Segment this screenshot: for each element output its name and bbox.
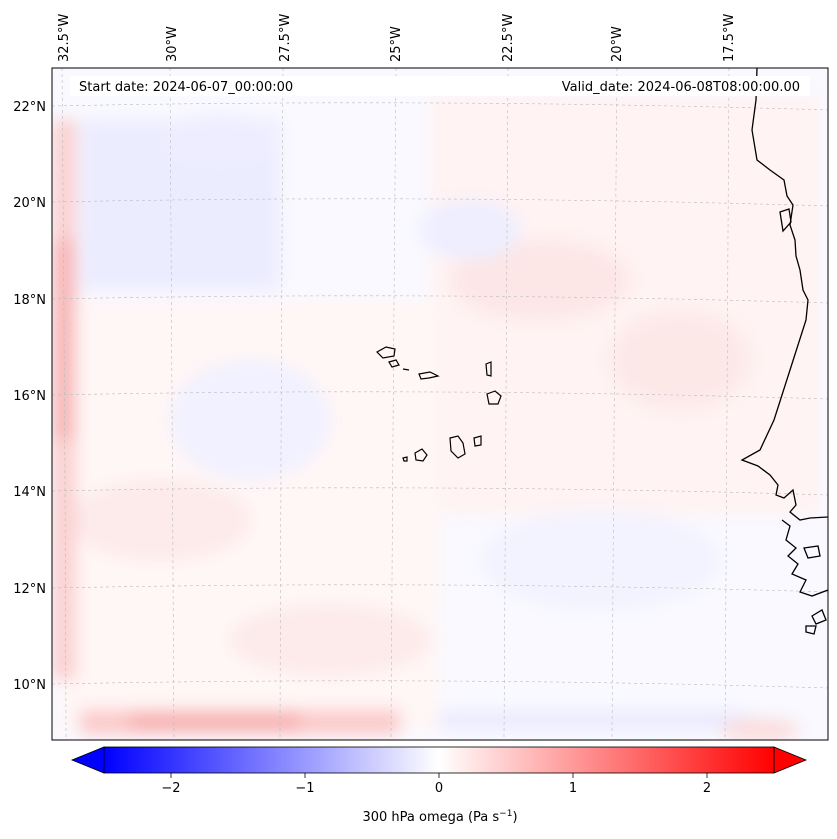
lon-label: 17.5°W [722,14,737,62]
header-box [70,76,810,96]
island-maio [473,435,482,447]
colorbar-extend-low [70,746,105,774]
lat-label: 12°N [13,582,46,597]
colorbar-tick-label: 0 [435,781,443,796]
lon-label: 20°W [610,26,625,62]
colorbar-tick-label: −2 [161,781,180,796]
cape-verde-islands [376,346,502,462]
lat-label: 22°N [13,100,46,115]
colorbar-label: 300 hPa omega (Pa s−1) [362,809,517,825]
colorbar: −2 −1 0 1 2 300 hPa omega (Pa s−1) [70,746,808,825]
africa-coastline [740,68,828,521]
colorbar-tick-label: 2 [703,781,711,796]
lon-label: 32.5°W [57,14,72,62]
lat-label: 16°N [13,389,46,404]
map-panel: Start date: 2024-06-07_00:00:00 Valid_da… [51,67,829,741]
longitude-labels: 32.5°W 30°W 27.5°W 25°W 22.5°W 20°W 17.5… [57,14,737,62]
colorbar-gradient [104,747,774,773]
colorbar-extend-high [773,746,808,774]
island-santo-antao [376,346,396,359]
latitude-labels: 22°N 20°N 18°N 16°N 14°N 12°N 10°N [13,100,46,693]
lon-label: 25°W [389,26,404,62]
colorbar-tick-label: 1 [569,781,577,796]
lat-label: 14°N [13,485,46,500]
island-fogo [414,448,428,462]
map-frame [51,67,829,741]
omega-field [52,95,820,740]
coastlines [740,68,828,635]
island-brava [402,456,408,462]
gridlines [52,68,828,740]
island-santiago [449,435,466,459]
colorbar-ticks: −2 −1 0 1 2 [161,773,711,796]
island-sal [485,361,492,377]
island-santa-luzia [402,368,410,371]
lat-label: 18°N [13,293,46,308]
lat-label: 10°N [13,678,46,693]
start-date-label: Start date: 2024-06-07_00:00:00 [79,80,293,95]
colorbar-tick-label: −1 [295,781,314,796]
lon-label: 27.5°W [278,14,293,62]
valid-date-label: Valid_date: 2024-06-08T08:00:00.00 [562,80,800,95]
island-boa-vista [486,390,502,405]
island-sao-vicente [388,359,400,368]
lat-label: 20°N [13,196,46,211]
lon-label: 22.5°W [501,14,516,62]
island-sao-nicolau [418,371,440,380]
lon-label: 30°W [165,26,180,62]
